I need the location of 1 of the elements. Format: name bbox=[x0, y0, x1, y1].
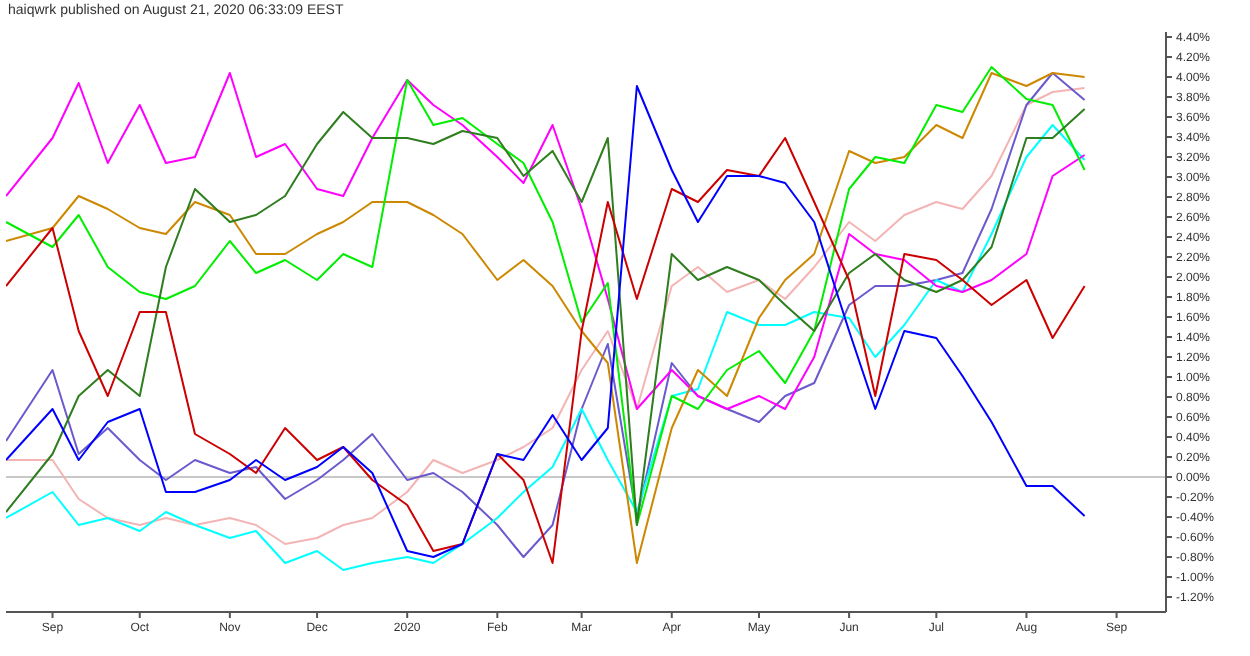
line-series bbox=[6, 72, 1086, 410]
